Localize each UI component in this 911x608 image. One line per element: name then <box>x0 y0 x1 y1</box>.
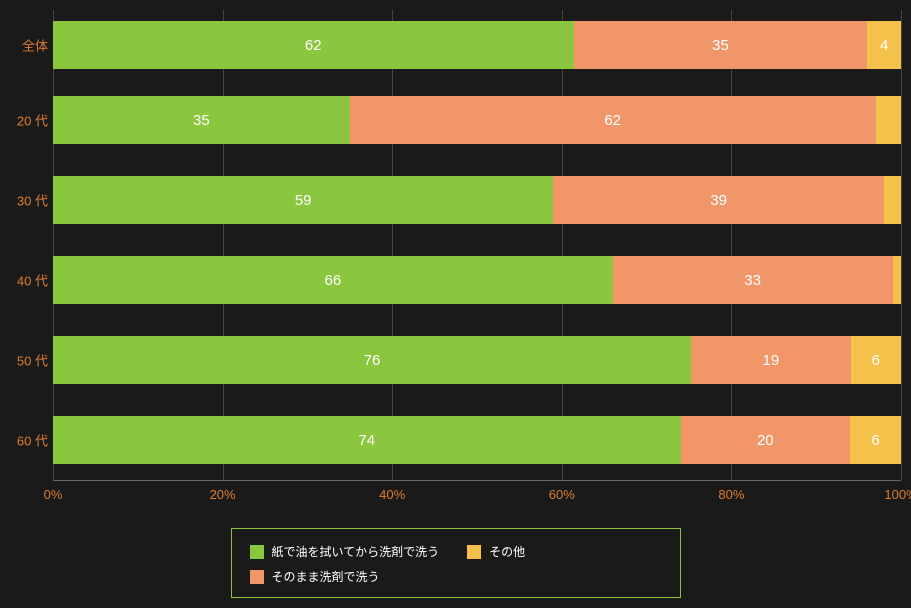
legend-label: その他 <box>489 543 525 560</box>
bar-segment: 59 <box>53 176 553 224</box>
legend-item: 紙で油を拭いてから洗剤で洗う <box>250 543 440 560</box>
bar: 62 35 4 <box>53 21 901 69</box>
y-axis-label: 40 代 <box>10 271 48 290</box>
bar-segment <box>893 256 901 304</box>
bar-value-label: 35 <box>712 37 729 54</box>
bar-value-label: 6 <box>872 352 880 369</box>
x-axis: 0%20%40%60%80%100% <box>53 480 901 510</box>
bar: 74 20 6 <box>53 416 901 464</box>
bar-row: 50 代76196 <box>53 320 901 400</box>
bar-segment: 62 <box>53 21 574 69</box>
bars-group: 全体6235420 代356230 代593940 代663350 代76196… <box>53 10 901 480</box>
bar-segment: 62 <box>350 96 876 144</box>
bar-segment: 35 <box>53 96 350 144</box>
bar-value-label: 39 <box>710 192 727 209</box>
bar-segment: 39 <box>553 176 884 224</box>
y-axis-label: 20 代 <box>10 111 48 130</box>
bar-row: 30 代5939 <box>53 160 901 240</box>
bar-value-label: 35 <box>193 112 210 129</box>
bar-segment: 76 <box>53 336 691 384</box>
bar: 59 39 <box>53 176 901 224</box>
bar-segment: 6 <box>850 416 901 464</box>
legend: 紙で油を拭いてから洗剤で洗うその他そのまま洗剤で洗う <box>231 528 681 598</box>
x-axis-tick: 40% <box>379 487 405 502</box>
bar-segment: 33 <box>613 256 893 304</box>
x-axis-tick: 0% <box>44 487 63 502</box>
legend-swatch <box>467 545 481 559</box>
y-axis-label: 全体 <box>10 36 48 55</box>
bar-value-label: 6 <box>871 432 879 449</box>
y-axis-label: 50 代 <box>10 351 48 370</box>
bar-row: 60 代74206 <box>53 400 901 480</box>
bar-row: 20 代3562 <box>53 80 901 160</box>
x-axis-tick: 100% <box>884 487 911 502</box>
x-axis-tick: 20% <box>210 487 236 502</box>
bar: 76 19 6 <box>53 336 901 384</box>
bar-segment: 4 <box>867 21 901 69</box>
bar-segment: 74 <box>53 416 681 464</box>
bar: 66 33 <box>53 256 901 304</box>
bar-segment: 35 <box>574 21 868 69</box>
bar-value-label: 59 <box>295 192 312 209</box>
bar: 35 62 <box>53 96 901 144</box>
stacked-bar-chart: 全体6235420 代356230 代593940 代663350 代76196… <box>10 10 901 598</box>
bar-value-label: 4 <box>880 37 888 54</box>
legend-label: 紙で油を拭いてから洗剤で洗う <box>272 543 440 560</box>
bar-value-label: 62 <box>604 112 621 129</box>
x-axis-tick: 80% <box>718 487 744 502</box>
bar-value-label: 66 <box>324 272 341 289</box>
bar-value-label: 74 <box>358 432 375 449</box>
bar-segment: 6 <box>851 336 901 384</box>
bar-value-label: 19 <box>763 352 780 369</box>
bar-segment: 20 <box>681 416 851 464</box>
bar-row: 全体62354 <box>53 10 901 80</box>
legend-item: その他 <box>467 543 525 560</box>
legend-swatch <box>250 545 264 559</box>
y-axis-label: 60 代 <box>10 431 48 450</box>
gridline <box>901 10 902 480</box>
y-axis-label: 30 代 <box>10 191 48 210</box>
bar-segment <box>876 96 901 144</box>
bar-value-label: 76 <box>364 352 381 369</box>
bar-segment <box>884 176 901 224</box>
bar-value-label: 33 <box>744 272 761 289</box>
bar-segment: 19 <box>691 336 851 384</box>
x-axis-tick: 60% <box>549 487 575 502</box>
bar-value-label: 62 <box>305 37 322 54</box>
bar-value-label: 20 <box>757 432 774 449</box>
bar-row: 40 代6633 <box>53 240 901 320</box>
plot-area: 全体6235420 代356230 代593940 代663350 代76196… <box>53 10 901 480</box>
bar-segment: 66 <box>53 256 613 304</box>
